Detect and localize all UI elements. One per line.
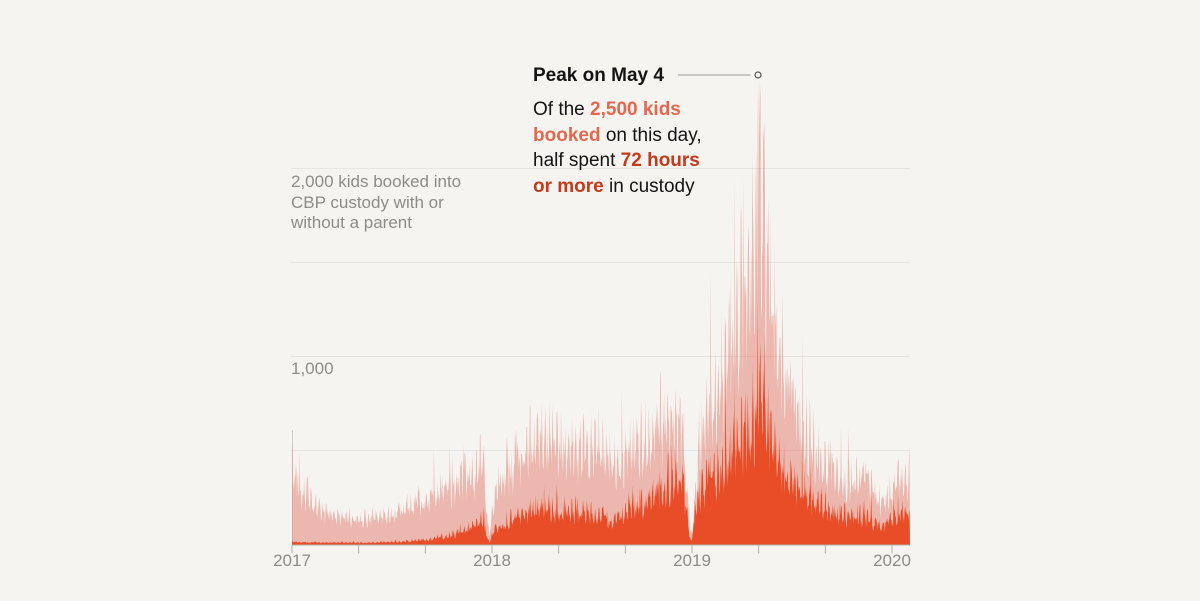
annotation-segment: or more <box>533 175 604 197</box>
annotation-segment: Of the <box>533 99 591 120</box>
annotation-segment: 72 hours <box>620 150 700 171</box>
peak-annotation-graphics <box>678 71 762 79</box>
y-axis-note: 2,000 kids booked into CBP custody with … <box>291 172 462 232</box>
annotation-line: booked on this day, <box>533 123 702 149</box>
x-axis <box>291 544 910 554</box>
over-72-hours-area <box>292 305 910 545</box>
annotation-body: Of the 2,500 kids booked on this day, half… <box>533 97 702 199</box>
x-axis-year-label-2018: 2018 <box>473 551 511 570</box>
x-axis-year-label-2017: 2017 <box>273 551 311 570</box>
annotation-line: Of the 2,500 kids <box>533 97 702 123</box>
annotation-title: Peak on May 4 <box>533 65 664 86</box>
annotation-segment: in custody <box>603 175 695 197</box>
area-series <box>292 82 910 545</box>
x-axis-year-label-2019: 2019 <box>673 551 711 570</box>
annotation-segment: on this day, <box>600 124 702 146</box>
annotation-line: or more in custody <box>533 174 702 200</box>
annotation-segment: half spent <box>533 150 621 171</box>
annotation-segment: 2,500 kids <box>590 99 681 120</box>
y-axis-tick-label-1000: 1,000 <box>291 359 334 378</box>
annotation-line: half spent 72 hours <box>533 148 702 174</box>
x-axis-year-label-2020: 2020 <box>873 551 911 570</box>
peak-marker-icon <box>754 71 762 79</box>
annotation-segment: booked <box>533 124 601 146</box>
